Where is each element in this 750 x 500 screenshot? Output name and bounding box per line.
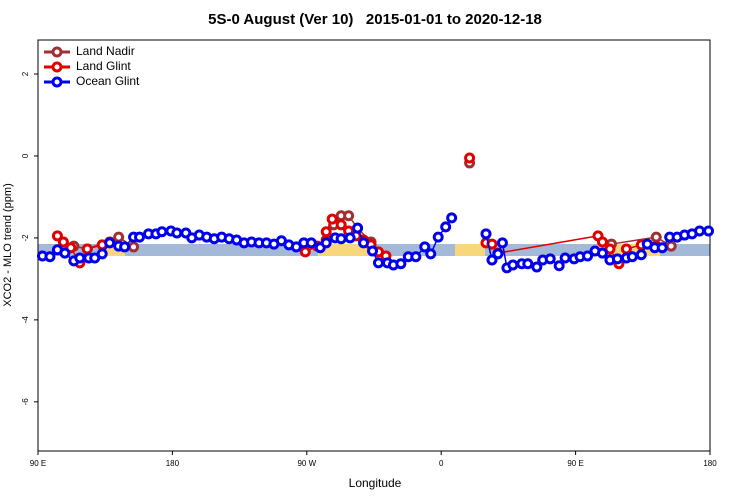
legend-label: Land Glint: [76, 59, 131, 73]
data-point: [299, 246, 311, 258]
data-point: [134, 231, 146, 243]
x-tick-label: 90 W: [297, 459, 316, 468]
data-point: [531, 261, 543, 273]
data-point: [59, 247, 71, 259]
data-point: [44, 251, 56, 263]
data-point: [171, 227, 183, 239]
data-point: [372, 257, 384, 269]
data-point: [596, 247, 608, 259]
chart-title: 5S-0 August (Ver 10) 2015-01-01 to 2020-…: [208, 11, 542, 28]
data-point: [57, 236, 69, 248]
data-point: [596, 236, 608, 248]
data-point: [113, 231, 125, 243]
x-tick-label: 90 E: [30, 459, 46, 468]
data-point: [665, 240, 677, 252]
y-tick-label: -6: [21, 398, 30, 406]
data-point: [395, 258, 407, 270]
data-point: [656, 242, 668, 254]
data-point: [611, 253, 623, 265]
data-point: [358, 237, 370, 249]
data-point: [96, 248, 108, 260]
data-point: [464, 152, 476, 164]
legend-marker: [51, 61, 63, 73]
data-point: [703, 225, 715, 237]
plot-frame: [37, 39, 711, 452]
data-point: [446, 212, 458, 224]
data-point: [305, 237, 317, 249]
data-point: [440, 221, 452, 233]
data-point: [74, 252, 86, 264]
data-point: [492, 248, 504, 260]
data-point: [51, 230, 63, 242]
data-point: [507, 259, 519, 271]
data-point: [620, 243, 632, 255]
legend-marker: [51, 46, 63, 58]
data-point: [352, 222, 364, 234]
data-point: [626, 251, 638, 263]
data-point: [320, 226, 332, 238]
data-point: [119, 241, 131, 253]
x-tick-label: 180: [703, 459, 717, 468]
y-axis-label: XCO2 - MLO trend (ppm): [2, 183, 14, 306]
data-point: [335, 219, 347, 231]
data-point: [104, 237, 116, 249]
legend-label: Land Nadir: [76, 44, 135, 58]
data-point: [343, 210, 355, 222]
data-point: [320, 237, 332, 249]
data-point: [496, 237, 508, 249]
x-tick-label: 90 E: [567, 459, 583, 468]
land-band: [455, 244, 485, 256]
x-tick-label: 180: [166, 459, 180, 468]
legend-marker: [51, 76, 63, 88]
data-point: [559, 252, 571, 264]
y-tick-label: -4: [21, 316, 30, 324]
data-point: [544, 253, 556, 265]
y-tick-label: 0: [21, 153, 30, 158]
data-point: [425, 248, 437, 260]
y-tick-label: -2: [21, 234, 30, 242]
data-point: [635, 249, 647, 261]
data-point: [81, 243, 93, 255]
data-point: [410, 251, 422, 263]
land-band: [318, 244, 373, 256]
data-point: [344, 232, 356, 244]
data-point: [419, 241, 431, 253]
data-point: [553, 260, 565, 272]
data-point: [335, 233, 347, 245]
data-point: [128, 241, 140, 253]
data-point: [486, 254, 498, 266]
x-axis-label: Longitude: [349, 476, 402, 490]
y-tick-label: 2: [21, 71, 30, 76]
data-point: [367, 245, 379, 257]
data-point: [156, 226, 168, 238]
data-point: [326, 213, 338, 225]
data-point: [694, 225, 706, 237]
data-point: [650, 231, 662, 243]
data-point: [582, 250, 594, 262]
data-point: [432, 231, 444, 243]
x-tick-label: 0: [439, 459, 444, 468]
data-point: [480, 228, 492, 240]
data-point: [522, 258, 534, 270]
legend-label: Ocean Glint: [76, 74, 140, 88]
